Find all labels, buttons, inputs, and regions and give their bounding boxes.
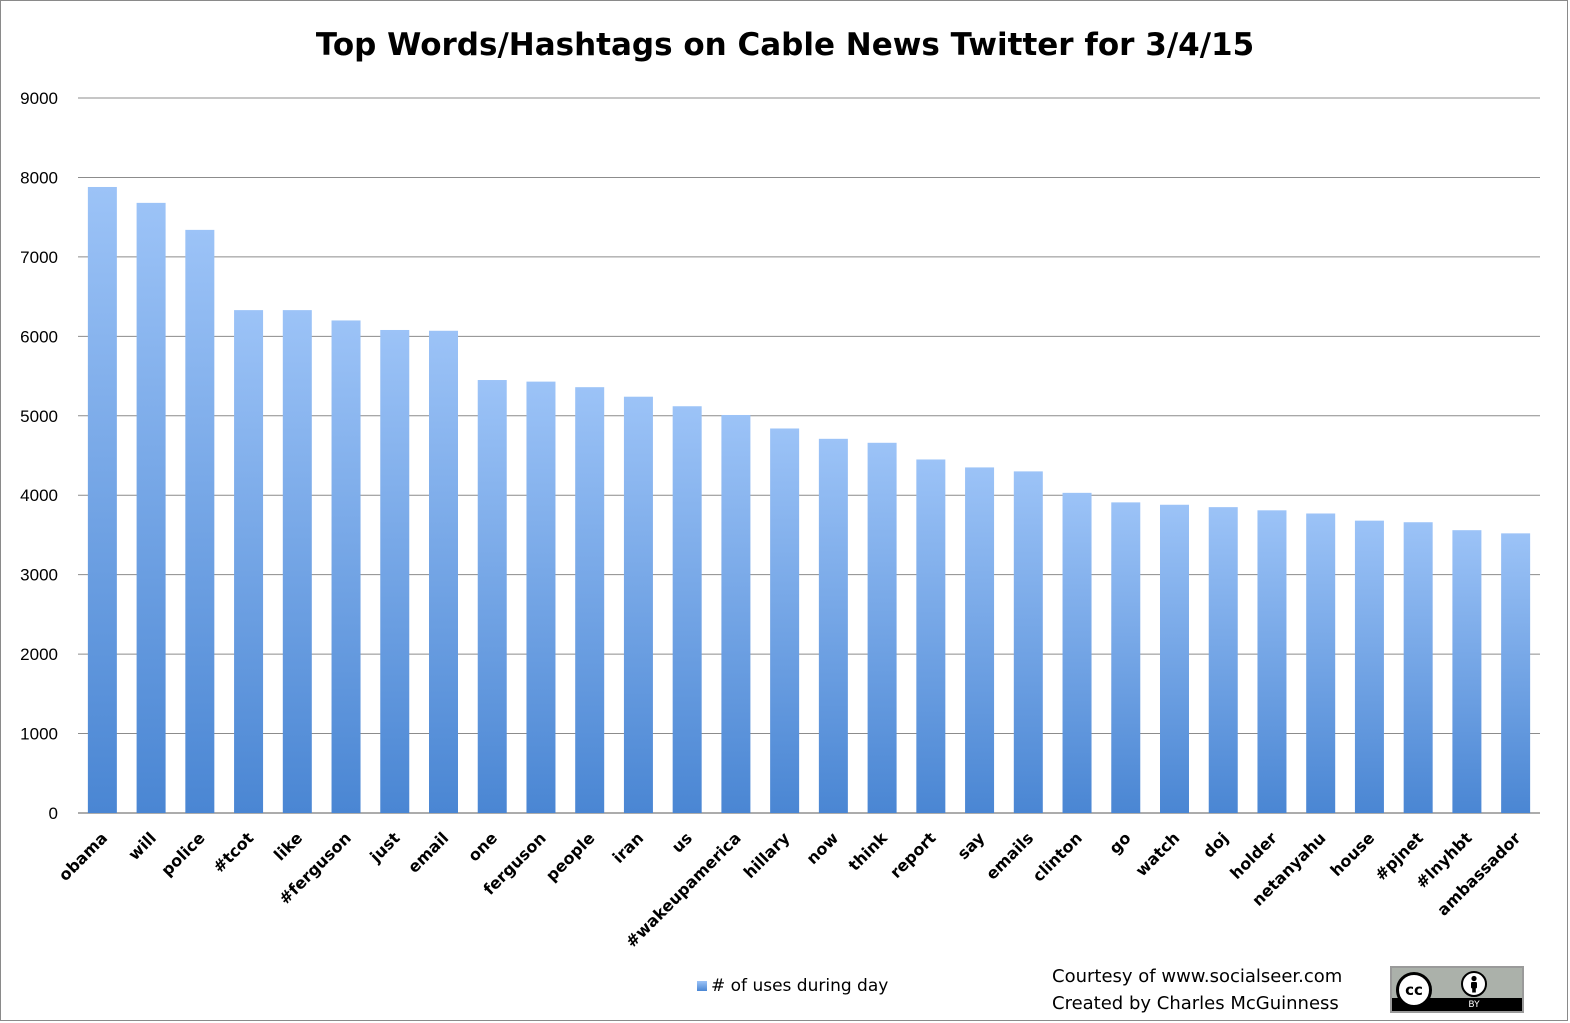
x-tick-label: think: [845, 828, 892, 875]
x-tick-label: us: [668, 828, 696, 856]
bar-hashtag-wakeupamerica: [721, 414, 751, 813]
by-label: BY: [1468, 1000, 1480, 1010]
x-tick-label: #tcot: [209, 828, 257, 876]
bar-netanyahu: [1306, 513, 1336, 813]
bar-ambassador: [1501, 533, 1531, 813]
bar-one: [477, 380, 507, 813]
x-tick-label: emails: [982, 828, 1037, 883]
x-tick-label: one: [464, 828, 501, 865]
y-tick-label: 3000: [20, 566, 58, 585]
y-tick-label: 2000: [20, 645, 58, 664]
x-tick-label: report: [886, 828, 940, 882]
credits-line-1: Courtesy of www.socialseer.com: [1052, 966, 1343, 987]
y-tick-label: 4000: [20, 486, 58, 505]
legend-label: # of uses during day: [711, 976, 889, 996]
y-tick-label: 7000: [20, 248, 58, 267]
bar-like: [282, 310, 312, 813]
legend-swatch: [697, 981, 707, 991]
x-tick-label: iran: [609, 828, 648, 867]
bar-house: [1354, 520, 1384, 813]
bar-hashtag-ferguson: [331, 320, 361, 813]
x-tick-label: just: [365, 828, 403, 866]
x-tick-label: now: [802, 828, 842, 868]
bar-holder: [1257, 510, 1287, 813]
bar-will: [136, 202, 166, 813]
bar-iran: [623, 396, 653, 813]
bar-watch: [1160, 504, 1189, 813]
bar-us: [672, 406, 702, 813]
x-tick-label: doj: [1199, 828, 1232, 861]
x-tick-label: go: [1105, 828, 1134, 857]
bar-hashtag-tcot: [234, 310, 264, 813]
bar-obama: [87, 186, 117, 813]
bar-clinton: [1062, 492, 1092, 813]
bar-people: [575, 387, 605, 813]
y-tick-label: 5000: [20, 407, 58, 426]
x-tick-label: email: [404, 828, 452, 876]
bar-ferguson: [526, 381, 556, 813]
credits-line-2: Created by Charles McGuinness: [1052, 993, 1339, 1014]
bar-email: [429, 330, 458, 813]
bar-doj: [1208, 507, 1238, 813]
bar-hashtag-lnyhbt: [1452, 530, 1482, 813]
x-tick-label: like: [270, 828, 306, 864]
legend: # of uses during day: [697, 976, 888, 996]
y-tick-label: 6000: [20, 327, 58, 346]
x-tick-label: police: [157, 828, 209, 880]
y-tick-label: 1000: [20, 725, 58, 744]
bar-emails: [1013, 471, 1043, 813]
x-tick-label: obama: [55, 828, 111, 884]
x-tick-label: people: [542, 828, 599, 885]
x-tick-label: watch: [1132, 828, 1184, 880]
x-tick-label: house: [1327, 828, 1379, 880]
bar-just: [380, 329, 410, 813]
x-tick-label: will: [124, 828, 160, 864]
x-tick-label: ambassador: [1433, 828, 1524, 919]
chart-title: Top Words/Hashtags on Cable News Twitter…: [315, 27, 1255, 63]
bar-go: [1111, 502, 1141, 813]
bar-report: [916, 459, 946, 813]
bar-think: [867, 442, 897, 813]
y-tick-label: 0: [49, 804, 58, 823]
y-tick-label: 9000: [20, 89, 58, 108]
bar-police: [185, 229, 215, 813]
person-icon: [1461, 971, 1487, 997]
x-tick-label: say: [954, 828, 989, 863]
credits: Courtesy of www.socialseer.com Created b…: [1052, 963, 1342, 1017]
x-tick-label: clinton: [1029, 828, 1086, 885]
y-tick-label: 8000: [20, 168, 58, 187]
x-tick-label: hillary: [740, 828, 794, 882]
bar-hillary: [770, 428, 800, 813]
cc-icon: cc: [1396, 972, 1432, 1008]
creative-commons-by-icon: cc BY: [1390, 966, 1524, 1013]
bar-chart: 0 1000 2000 3000 4000 5000 6000 7000 8000 9000 ob…: [20, 89, 1540, 951]
bar-hashtag-pjnet: [1403, 522, 1433, 813]
bar-say: [965, 467, 995, 813]
bar-now: [818, 438, 848, 813]
